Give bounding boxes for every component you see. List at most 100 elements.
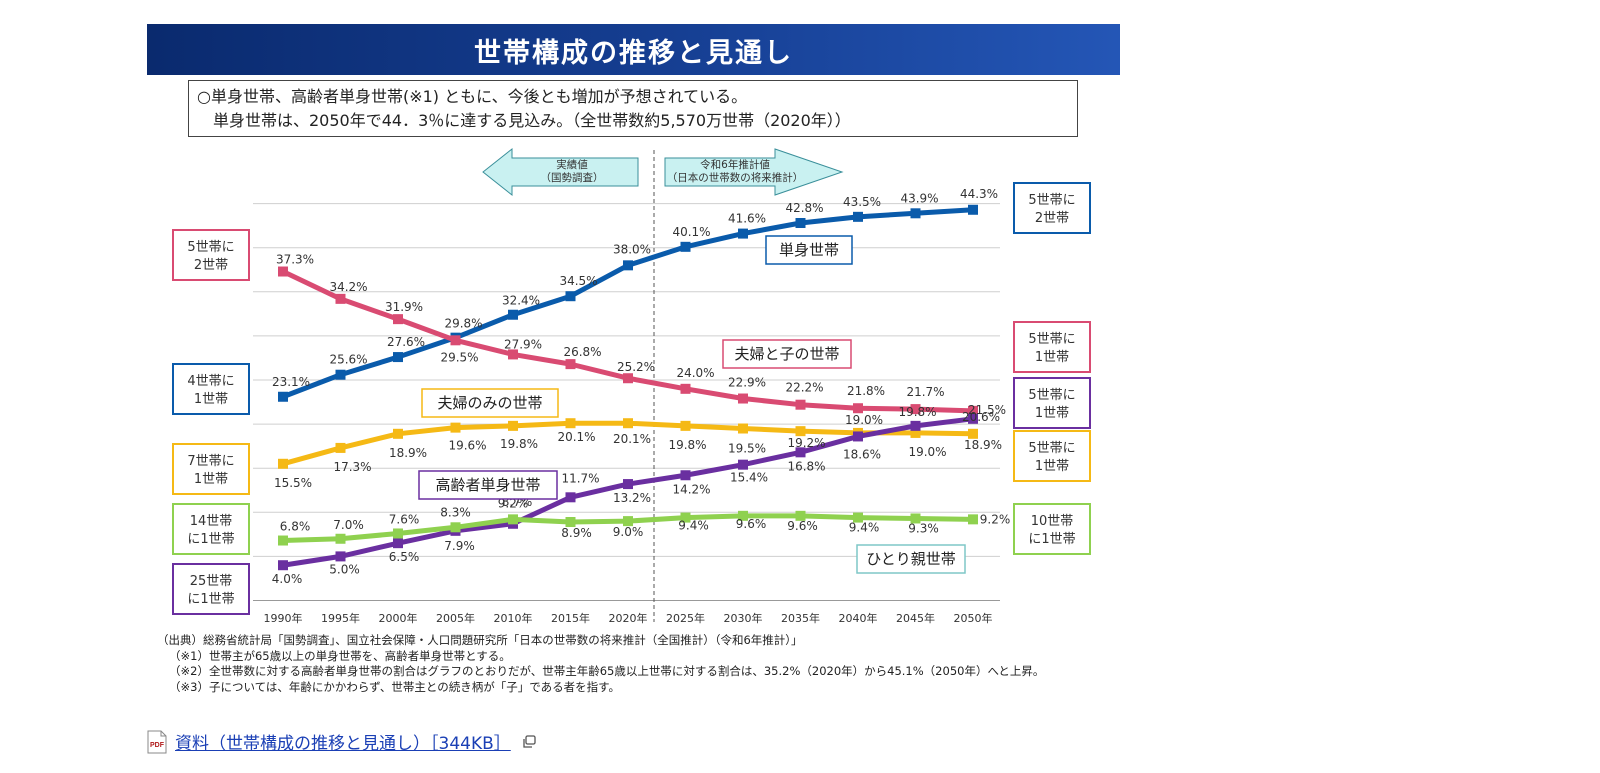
x-tick-label: 2000年 [379,611,418,625]
data-point-single_parent [795,510,806,521]
data-label-couple_child: 29.5% [440,350,478,364]
data-point-elderly_single [795,447,806,458]
left-tag-couple_child: 5世帯に [187,240,234,255]
download-row: PDF 資料（世帯構成の推移と見通し）［344KB］ [147,729,537,754]
pdf-download-link[interactable]: 資料（世帯構成の推移と見通し）［344KB］ [175,734,511,754]
household-trend-chart: 1990年 1995年 2000年 2005年 2010年 2015年 2020年 2025年… [172,147,1091,625]
data-label-single_parent: 7.0% [333,518,364,532]
right-tag-couple-box [1013,430,1091,482]
data-point-single_parent [680,512,691,523]
data-label-couple: 20.1% [557,430,595,444]
left-tag-couple_child-box [172,229,250,281]
external-window-icon[interactable] [521,734,537,750]
right-tag-elderly_single-box [1013,377,1091,429]
actual-sublabel: （国勢調査） [541,171,604,184]
data-label-single_parent: 9.6% [736,517,767,531]
right-tag-single-box [1013,182,1091,234]
data-label-single_parent: 9.2% [498,496,529,510]
data-label-elderly_single: 4.0% [272,572,303,586]
right-tag-single_parent: 10世帯 [1031,514,1074,529]
data-point-elderly_single [968,413,978,424]
pdf-icon-label: PDF [150,742,165,749]
data-point-couple_child [968,405,978,416]
data-label-single_parent: 7.6% [389,512,420,526]
data-label-couple_child: 22.9% [728,376,766,390]
right-tag-single-sub: 2世帯 [1035,211,1069,226]
data-point-couple_child [853,403,863,414]
data-point-couple_child [335,293,346,304]
data-point-couple [393,428,403,439]
data-label-couple: 19.8% [500,437,538,451]
data-point-elderly_single [335,551,346,562]
series-name-box-couple [421,388,559,418]
data-point-single_parent [450,522,461,533]
forecast-label: 令和6年推計値 [700,158,770,171]
left-tag-single_parent-box [172,503,250,555]
data-point-single_parent [910,513,921,524]
data-label-couple: 17.3% [333,460,371,474]
data-label-couple_child: 25.2% [617,360,655,374]
data-point-couple_child [508,349,518,360]
data-label-couple_child: 34.2% [329,280,367,294]
data-point-single [278,391,288,402]
data-label-elderly_single: 5.0% [329,562,360,576]
data-point-elderly_single [680,470,691,481]
title-banner: 世帯構成の推移と見通し [147,24,1120,75]
footnote-1: （※1）世帯主が65歳以上の単身世帯を、高齢者単身世帯とする。 [169,648,511,663]
data-point-single_parent [738,510,748,521]
x-tick-label: 2035年 [781,611,820,625]
right-tag-couple_child-box [1013,321,1091,373]
series-name-elderly_single: 高齢者単身世帯 [435,476,540,494]
x-tick-label: 2045年 [896,611,935,625]
data-point-couple_child [450,335,461,346]
data-label-elderly_single: 18.6% [843,447,881,461]
x-tick-label: 2015年 [551,611,590,625]
data-label-elderly_single: 19.8% [898,405,936,419]
data-point-couple [623,418,633,429]
data-point-couple [738,423,748,434]
data-label-single: 27.6% [387,335,425,349]
data-point-couple [795,426,806,437]
data-point-couple_child [278,266,288,277]
data-label-single_parent: 9.4% [849,521,880,535]
right-tag-single_parent-box [1013,503,1091,555]
data-point-elderly_single [623,479,633,490]
left-tag-couple_child-sub: 2世帯 [194,258,228,273]
data-label-couple_child: 24.0% [676,366,714,380]
data-label-single: 41.6% [728,212,766,226]
data-label-elderly_single: 15.4% [730,471,768,485]
data-point-couple_child [738,393,748,404]
data-point-single [508,309,518,320]
data-label-single_parent: 9.3% [908,521,939,535]
data-point-single_parent [335,533,346,544]
series-name-couple: 夫婦のみの世帯 [437,394,542,412]
data-label-couple_child: 21.7% [906,385,944,399]
forecast-arrow [664,148,844,196]
actual-label: 実績値 [556,158,588,171]
summary-box: ○単身世帯、高齢者単身世帯(※1) ともに、今後とも増加が予想されている。 単身… [188,80,1078,137]
series-name-box-single_parent [856,544,966,574]
data-label-single_parent: 9.6% [787,519,818,533]
actual-arrow [482,147,639,197]
data-point-single_parent [623,516,633,527]
data-point-single [853,211,863,222]
series-name-box-couple_child [722,339,852,369]
data-point-couple_child [680,383,691,394]
left-tag-elderly_single: 25世帯 [190,574,233,589]
x-tick-label: 2010年 [494,611,533,625]
data-label-single: 42.8% [785,201,823,215]
forecast-sublabel: （日本の世帯数の将来推計） [667,171,804,184]
data-point-couple_child [795,399,806,410]
data-label-couple_child: 27.9% [504,337,542,351]
data-label-couple_child: 21.8% [847,384,885,398]
data-label-couple_child: 22.2% [785,381,823,395]
x-tick-label: 1995年 [321,611,360,625]
data-point-single [335,369,346,380]
data-point-single [738,228,748,239]
data-label-single: 40.1% [672,225,710,239]
data-point-couple_child [393,314,403,325]
left-tag-single-sub: 1世帯 [194,392,228,407]
data-label-single: 44.3% [960,187,998,201]
data-point-elderly_single [278,560,288,571]
data-point-couple [910,427,921,438]
